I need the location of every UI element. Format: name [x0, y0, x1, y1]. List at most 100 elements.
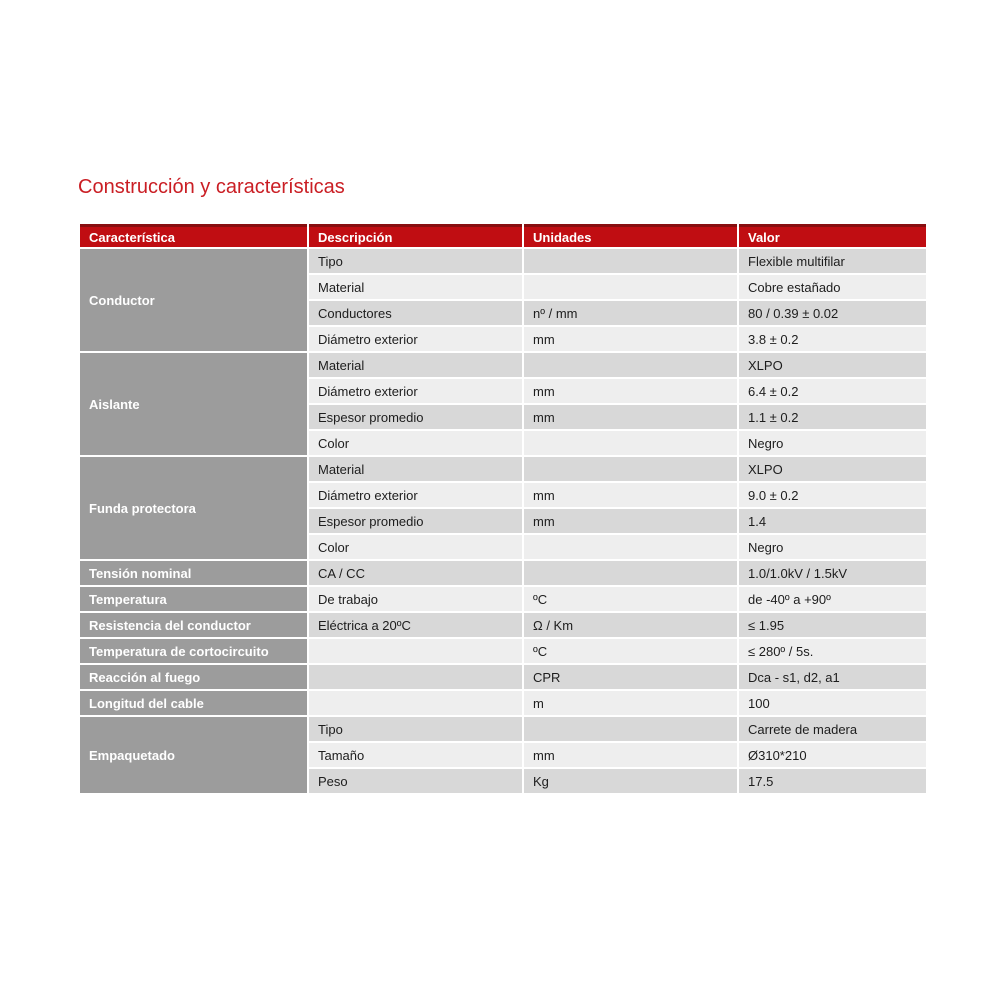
description-cell: Peso — [309, 769, 522, 793]
value-cell: 100 — [739, 691, 926, 715]
value-cell: Dca - s1, d2, a1 — [739, 665, 926, 689]
value-cell: 3.8 ± 0.2 — [739, 327, 926, 351]
group-label-cell: Funda protectora — [80, 457, 307, 559]
value-cell: XLPO — [739, 353, 926, 377]
col-header-valor: Valor — [739, 224, 926, 247]
value-cell: XLPO — [739, 457, 926, 481]
value-cell: Negro — [739, 535, 926, 559]
value-cell: 9.0 ± 0.2 — [739, 483, 926, 507]
description-cell: Eléctrica a 20ºC — [309, 613, 522, 637]
value-cell: 1.0/1.0kV / 1.5kV — [739, 561, 926, 585]
group-label-cell: Longitud del cable — [80, 691, 307, 715]
units-cell: nº / mm — [524, 301, 737, 325]
description-cell: Tamaño — [309, 743, 522, 767]
table-row: Diámetro exterior mm 6.4 ± 0.2 — [80, 379, 926, 403]
units-cell — [524, 275, 737, 299]
value-cell: Negro — [739, 431, 926, 455]
spec-table-body: Conductor Tipo Flexible multifilar Material… — [80, 249, 926, 793]
group-label-cell: Tensión nominal — [80, 561, 307, 585]
table-row: Conductor Tipo Flexible multifilar — [80, 249, 926, 351]
value-cell: 80 / 0.39 ± 0.02 — [739, 301, 926, 325]
units-cell — [524, 561, 737, 585]
units-cell: mm — [524, 379, 737, 403]
description-cell: Conductores — [309, 301, 522, 325]
units-cell: ºC — [524, 639, 737, 663]
units-cell — [524, 535, 737, 559]
table-row: Peso Kg 17.5 — [80, 769, 926, 793]
value-cell: Carrete de madera — [739, 717, 926, 741]
value-cell: Ø310*210 — [739, 743, 926, 767]
description-cell: De trabajo — [309, 587, 522, 611]
units-cell: mm — [524, 483, 737, 507]
group-label-cell: Reacción al fuego — [80, 665, 307, 689]
units-cell: mm — [524, 327, 737, 351]
table-row: Diámetro exterior mm 3.8 ± 0.2 — [80, 327, 926, 351]
description-cell: Diámetro exterior — [309, 327, 522, 351]
description-cell: Material — [309, 275, 522, 299]
description-cell: Color — [309, 535, 522, 559]
units-cell: mm — [524, 509, 737, 533]
description-cell: Diámetro exterior — [309, 483, 522, 507]
table-row: Aislante Material XLPO — [80, 353, 926, 455]
description-cell: Material — [309, 353, 522, 377]
table-row: Resistencia del conductor Eléctrica a 20º… — [80, 613, 926, 637]
spec-table: Característica Descripción Unidades Valo… — [78, 222, 928, 795]
col-header-unidades: Unidades — [524, 224, 737, 247]
table-row: Diámetro exterior mm 9.0 ± 0.2 — [80, 483, 926, 507]
units-cell: Ω / Km — [524, 613, 737, 637]
units-cell: mm — [524, 743, 737, 767]
table-row: Temperatura De trabajo ºC de -40º a +90º — [80, 587, 926, 611]
table-row: Funda protectora Material XLPO — [80, 457, 926, 559]
table-row: Material Cobre estañado — [80, 275, 926, 299]
units-cell: mm — [524, 405, 737, 429]
units-cell: m — [524, 691, 737, 715]
page-title: Construcción y características — [78, 176, 345, 198]
units-cell — [524, 457, 737, 481]
table-row: Conductores nº / mm 80 / 0.39 ± 0.02 — [80, 301, 926, 325]
table-row: Color Negro — [80, 535, 926, 559]
description-cell: Tipo — [309, 249, 522, 273]
table-row: Temperatura de cortocircuito ºC ≤ 280º / 5… — [80, 639, 926, 663]
col-header-descripcion: Descripción — [309, 224, 522, 247]
group-label-cell: Empaquetado — [80, 717, 307, 793]
value-cell: Cobre estañado — [739, 275, 926, 299]
description-cell: Diámetro exterior — [309, 379, 522, 403]
table-row: Reacción al fuego CPR Dca - s1, d2, a1 — [80, 665, 926, 689]
group-label-cell: Temperatura — [80, 587, 307, 611]
group-label-cell: Conductor — [80, 249, 307, 351]
description-cell: Material — [309, 457, 522, 481]
units-cell: CPR — [524, 665, 737, 689]
description-cell: Color — [309, 431, 522, 455]
value-cell: Flexible multifilar — [739, 249, 926, 273]
group-label-cell: Resistencia del conductor — [80, 613, 307, 637]
value-cell: ≤ 1.95 — [739, 613, 926, 637]
description-cell: Espesor promedio — [309, 405, 522, 429]
description-cell — [309, 691, 522, 715]
table-row: Empaquetado Tipo Carrete de madera — [80, 717, 926, 793]
value-cell: 6.4 ± 0.2 — [739, 379, 926, 403]
description-cell: Tipo — [309, 717, 522, 741]
description-cell — [309, 665, 522, 689]
page: Construcción y características Caracterí… — [78, 176, 928, 795]
table-row: Espesor promedio mm 1.4 — [80, 509, 926, 533]
col-header-caracteristica: Característica — [80, 224, 307, 247]
value-cell: 17.5 — [739, 769, 926, 793]
units-cell: Kg — [524, 769, 737, 793]
value-cell: de -40º a +90º — [739, 587, 926, 611]
group-label-cell: Aislante — [80, 353, 307, 455]
table-row: Color Negro — [80, 431, 926, 455]
description-cell: CA / CC — [309, 561, 522, 585]
description-cell — [309, 639, 522, 663]
spec-table-header: Característica Descripción Unidades Valo… — [80, 224, 926, 247]
value-cell: 1.1 ± 0.2 — [739, 405, 926, 429]
units-cell — [524, 431, 737, 455]
table-row: Tensión nominal CA / CC 1.0/1.0kV / 1.5kV — [80, 561, 926, 585]
value-cell: 1.4 — [739, 509, 926, 533]
table-row: Longitud del cable m 100 — [80, 691, 926, 715]
description-cell: Espesor promedio — [309, 509, 522, 533]
table-row: Espesor promedio mm 1.1 ± 0.2 — [80, 405, 926, 429]
units-cell: ºC — [524, 587, 737, 611]
value-cell: ≤ 280º / 5s. — [739, 639, 926, 663]
units-cell — [524, 249, 737, 273]
group-label-cell: Temperatura de cortocircuito — [80, 639, 307, 663]
